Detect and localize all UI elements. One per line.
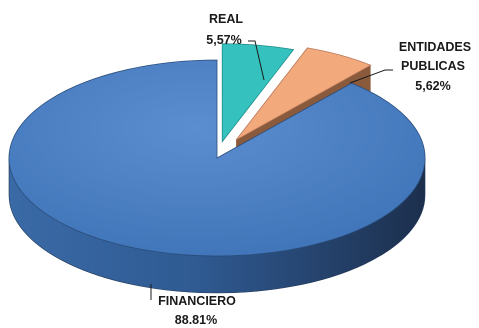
pie-slice-real — [221, 43, 295, 143]
label-real-category: REAL — [209, 12, 243, 26]
label-financiero-category: FINANCIERO — [158, 294, 236, 308]
label-real-value: 5,57% — [206, 33, 241, 47]
leader-real — [248, 40, 265, 81]
label-financiero-value: 88.81% — [175, 313, 217, 327]
pie-slice-entidades-publicas — [235, 47, 372, 141]
label-entidades-line1: ENTIDADES — [399, 40, 471, 54]
pie-slice-financiero — [8, 59, 426, 257]
label-entidades-value: 5,62% — [415, 79, 450, 93]
leader-entidades — [349, 69, 393, 84]
label-entidades-line2: PUBLICAS — [401, 59, 465, 73]
